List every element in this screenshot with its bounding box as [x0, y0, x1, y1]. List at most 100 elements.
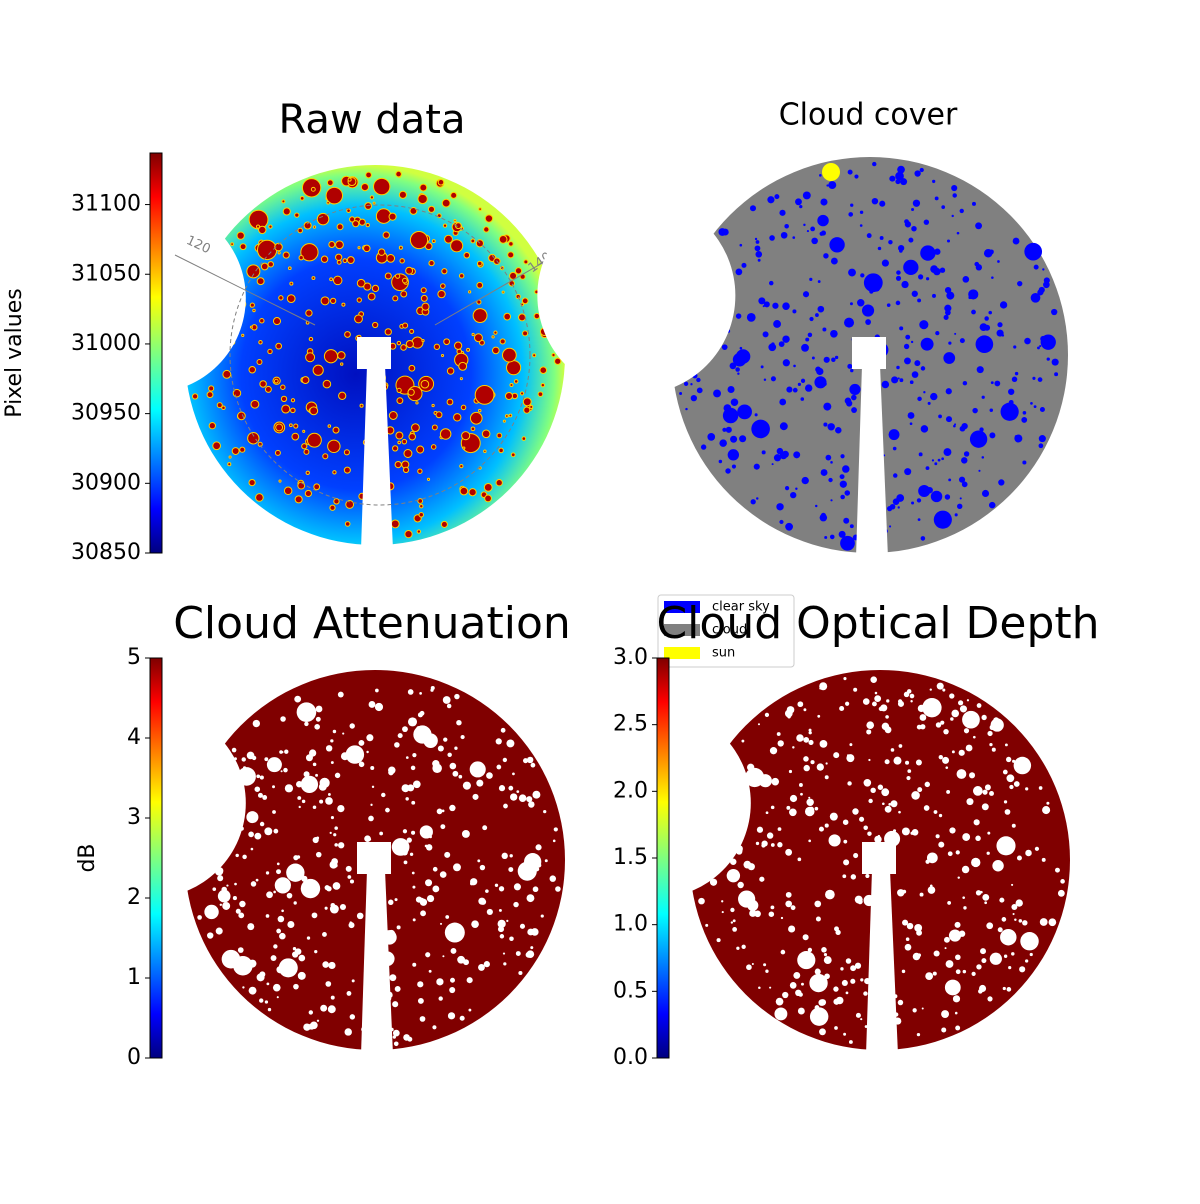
- sky-blob: [831, 357, 836, 363]
- sky-blob: [405, 797, 409, 801]
- sky-blob: [359, 403, 364, 408]
- sky-blob: [267, 1007, 272, 1012]
- sun-marker: [822, 163, 840, 181]
- sky-blob: [911, 290, 918, 297]
- sky-blob: [777, 842, 783, 848]
- sky-blob: [803, 708, 807, 712]
- sky-blob: [363, 244, 371, 253]
- sky-blob: [450, 239, 464, 253]
- sky-blob: [839, 706, 845, 712]
- sky-blob: [483, 961, 490, 968]
- sky-blob: [395, 273, 401, 279]
- sky-blob: [518, 970, 523, 976]
- sky-blob: [208, 385, 215, 392]
- sky-blob: [879, 200, 886, 207]
- sky-blob: [235, 853, 239, 858]
- sky-blob: [312, 364, 324, 376]
- sky-blob: [797, 857, 802, 862]
- sky-blob: [938, 841, 945, 848]
- sky-blob: [911, 791, 920, 800]
- sky-blob: [445, 915, 450, 919]
- sky-blob: [881, 259, 889, 267]
- sky-blob: [976, 703, 982, 708]
- sky-blob: [344, 331, 351, 338]
- sky-blob: [417, 997, 424, 1004]
- sky-blob: [698, 897, 705, 905]
- sky-blob: [946, 291, 955, 300]
- sky-blob: [909, 693, 915, 699]
- sky-blob: [860, 978, 864, 982]
- sky-blob: [453, 218, 457, 223]
- sky-blob: [824, 823, 829, 828]
- sky-blob: [529, 404, 534, 409]
- sky-blob: [746, 312, 756, 322]
- sky-blob: [802, 191, 811, 200]
- sky-blob: [371, 785, 375, 789]
- sky-blob: [819, 174, 822, 177]
- sky-blob: [779, 519, 784, 525]
- sky-blob: [396, 340, 402, 346]
- sky-blob: [1038, 786, 1043, 790]
- sky-blob: [737, 404, 752, 420]
- sky-blob: [390, 519, 400, 529]
- sky-blob: [751, 962, 754, 966]
- sky-blob: [502, 952, 506, 955]
- sky-blob: [802, 291, 810, 298]
- sky-blob: [861, 304, 875, 317]
- sky-blob: [823, 402, 832, 411]
- sky-blob: [814, 504, 818, 508]
- sky-blob: [514, 267, 523, 275]
- sky-blob: [1013, 756, 1032, 775]
- sky-blob: [870, 676, 877, 683]
- sky-blob: [930, 265, 938, 273]
- sky-blob: [204, 904, 219, 920]
- sky-blob: [461, 431, 471, 441]
- sky-blob: [471, 332, 475, 337]
- sky-blob: [298, 954, 306, 962]
- sky-blob: [345, 865, 352, 872]
- sky-blob: [266, 891, 273, 899]
- sky-blob: [945, 309, 951, 316]
- sky-blob: [897, 377, 900, 380]
- sky-blob: [792, 746, 795, 749]
- sky-blob: [947, 901, 952, 905]
- sky-blob: [368, 815, 374, 822]
- sky-blob: [1000, 402, 1019, 421]
- sky-blob: [302, 429, 306, 433]
- sky-blob: [784, 709, 793, 718]
- sky-blob: [828, 477, 833, 483]
- sky-blob: [459, 486, 469, 496]
- sky-blob: [305, 754, 313, 762]
- sky-blob: [780, 231, 788, 239]
- sky-blob: [444, 851, 451, 858]
- sky-blob: [298, 255, 304, 261]
- sky-blob: [941, 1027, 947, 1033]
- sky-blob: [264, 827, 273, 836]
- sky-blob: [809, 316, 814, 322]
- sky-blob: [401, 784, 410, 793]
- sky-blob: [340, 362, 344, 366]
- sky-blob: [769, 280, 774, 286]
- sky-blob: [461, 829, 470, 838]
- sky-blob: [990, 381, 994, 385]
- sky-blob: [257, 441, 263, 447]
- sky-blob: [849, 524, 854, 529]
- colorbar-tick-label: 0.0: [613, 1045, 648, 1070]
- sky-blob: [290, 407, 296, 414]
- sky-blob: [949, 827, 956, 834]
- sky-blob: [318, 782, 327, 791]
- sky-blob: [915, 759, 922, 766]
- sky-blob: [416, 445, 425, 454]
- sky-blob: [1025, 959, 1029, 963]
- sky-blob: [458, 273, 465, 279]
- sky-blob: [273, 378, 279, 384]
- sky-blob: [446, 398, 454, 406]
- sky-blob: [501, 852, 508, 860]
- sky-blob: [839, 474, 845, 480]
- sky-blob: [275, 423, 284, 432]
- sky-blob: [685, 407, 688, 411]
- sky-blob: [283, 486, 293, 496]
- sky-blob: [347, 177, 352, 182]
- sky-blob: [462, 446, 466, 450]
- sky-blob: [1025, 787, 1029, 791]
